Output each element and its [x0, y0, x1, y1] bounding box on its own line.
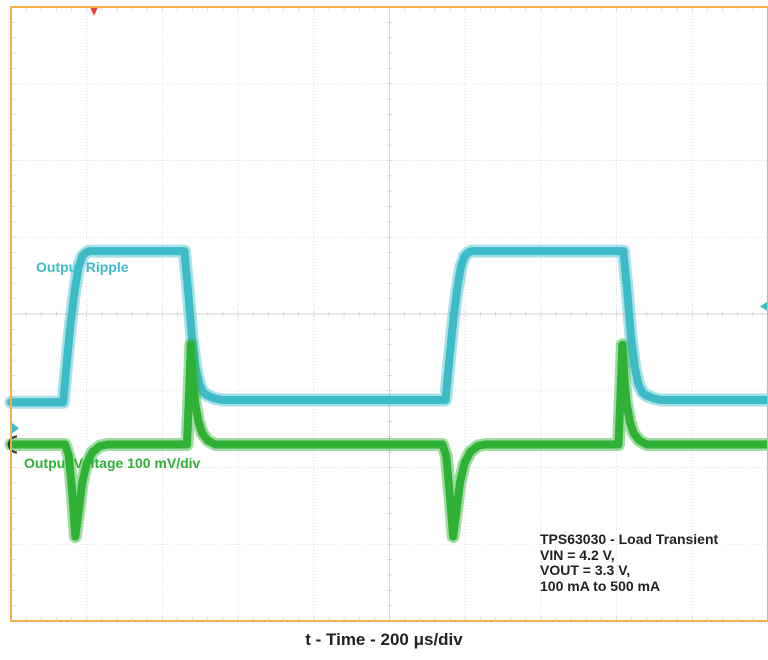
annotation-title: TPS63030 - Load Transient — [540, 531, 719, 547]
annotation-vin: VIN = 4.2 V, — [540, 546, 615, 563]
trace-output-voltage — [7, 340, 768, 541]
channel-marker-ripple — [11, 422, 19, 435]
channel-marker-voltage — [8, 435, 18, 454]
series-label-output-ripple: Output Ripple — [36, 259, 129, 275]
level-marker — [760, 301, 768, 312]
traces — [4, 244, 768, 544]
annotation-load-step: 100 mA to 500 mA — [540, 577, 661, 594]
x-axis-label: t - Time - 200 μs/div — [305, 630, 463, 649]
annotation-vout: VOUT = 3.3 V, — [540, 562, 631, 578]
trace-output-ripple — [7, 247, 768, 407]
markers — [8, 7, 768, 454]
plot-frame — [10, 6, 768, 622]
scope-plot — [4, 6, 768, 622]
trigger-position-marker — [90, 7, 98, 16]
test-conditions: TPS63030 - Load Transient VIN = 4.2 V, V… — [540, 531, 719, 594]
series-label-output-voltage: Output Voltage 100 mV/div — [24, 455, 201, 471]
